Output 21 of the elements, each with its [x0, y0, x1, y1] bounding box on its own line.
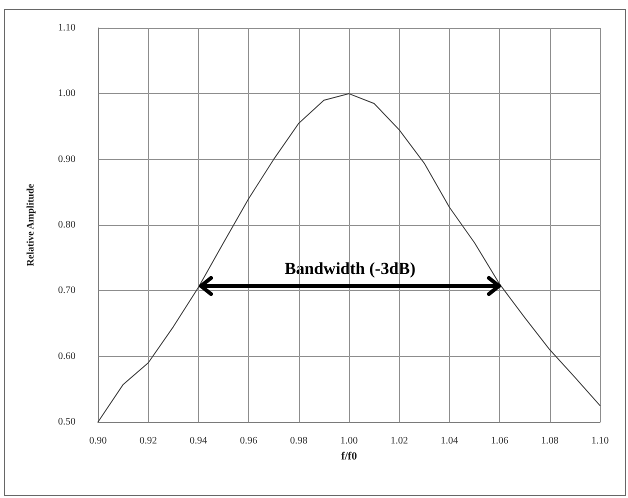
x-tick-label: 1.04	[440, 436, 458, 446]
y-tick-label: 0.60	[58, 350, 76, 362]
x-tick-label: 0.92	[139, 436, 157, 446]
x-axis-title: f/f0	[341, 450, 358, 462]
x-tick-label: 1.10	[591, 436, 609, 446]
x-tick-label: 1.02	[390, 436, 408, 446]
y-tick-label: 1.10	[58, 22, 76, 34]
y-tick-label: 0.70	[58, 285, 76, 296]
x-tick-label: 1.00	[340, 436, 358, 446]
y-tick-label: 0.50	[58, 416, 76, 428]
y-tick-label: 0.90	[58, 154, 76, 165]
ref-line-label: Bandwidth (-3dB)	[284, 259, 416, 278]
x-tick-label: 1.06	[490, 436, 508, 446]
y-axis-title: Relative Amplitude	[26, 183, 36, 266]
x-tick-label: 0.96	[240, 436, 258, 446]
x-tick-label: 0.94	[190, 436, 208, 446]
x-tick-label: 1.08	[541, 436, 559, 446]
y-tick-label: 0.80	[58, 220, 76, 230]
x-tick-label: 0.98	[290, 436, 308, 446]
y-tick-label: 1.00	[58, 88, 76, 100]
x-tick-label: 0.90	[89, 436, 107, 446]
